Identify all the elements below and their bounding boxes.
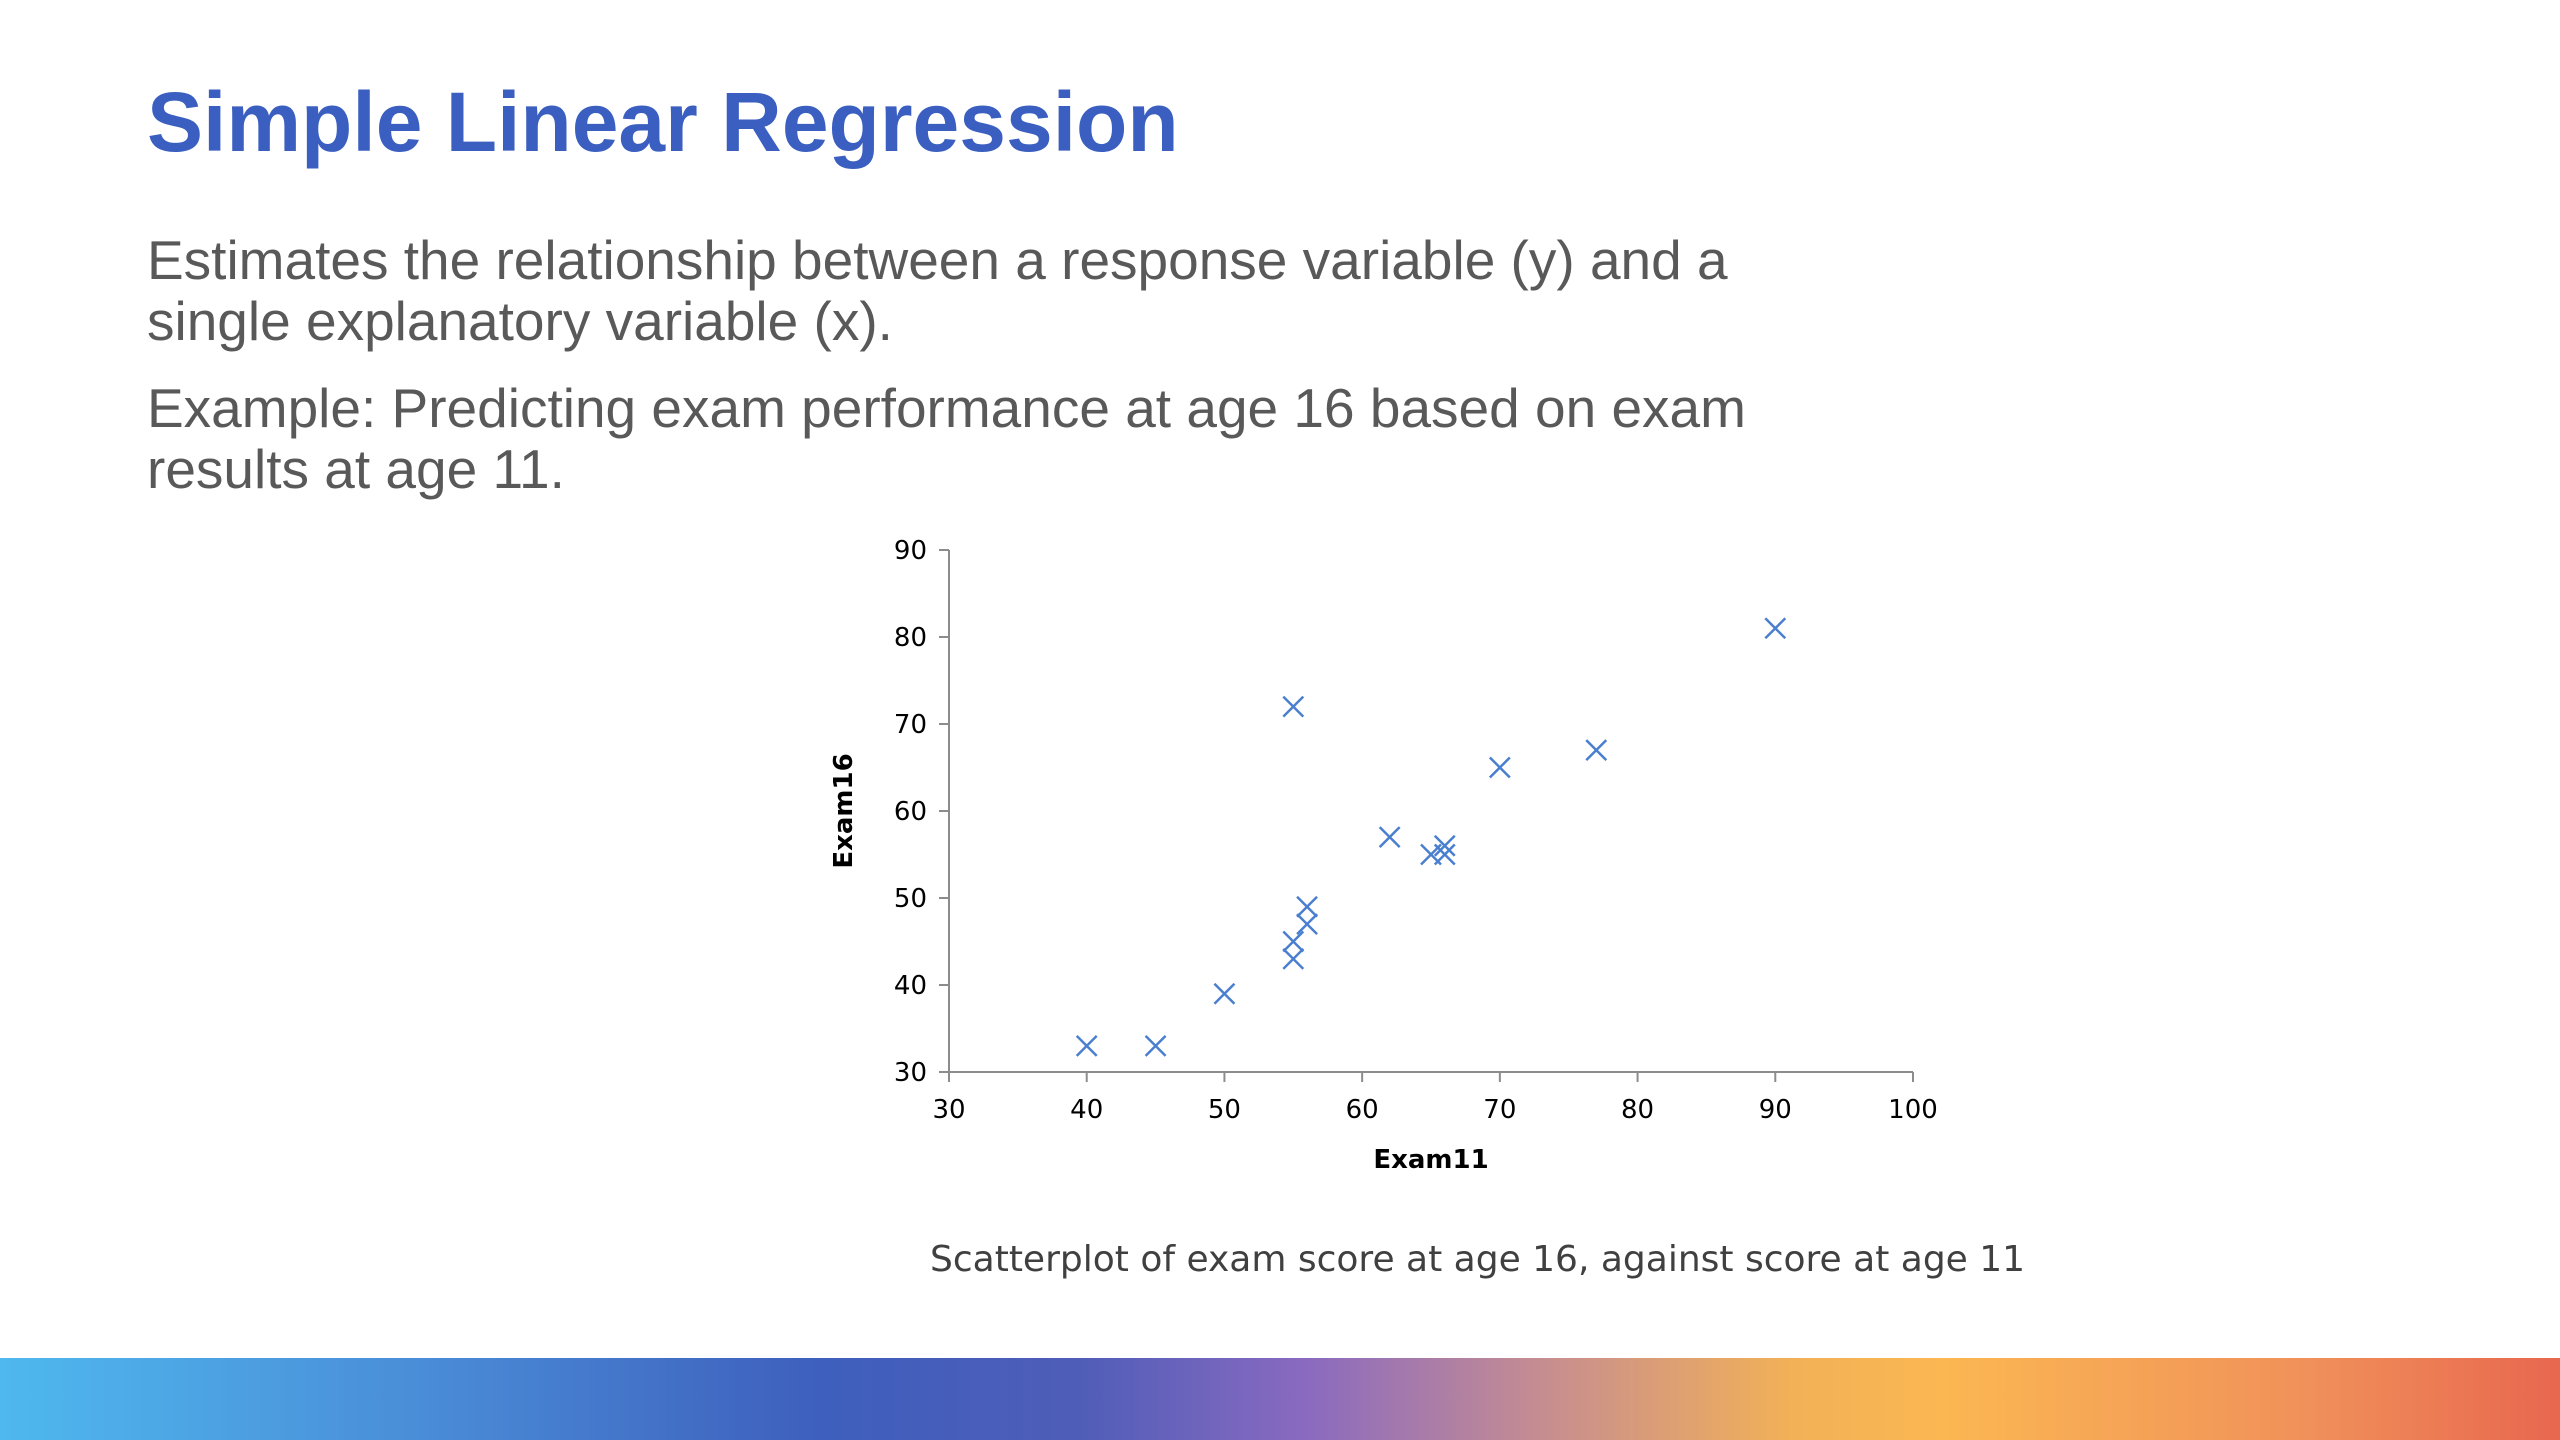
data-point <box>1433 843 1456 866</box>
data-point <box>1075 1035 1098 1057</box>
data-point <box>1488 756 1511 779</box>
x-tick-label: 90 <box>1759 1095 1792 1125</box>
data-point <box>1585 739 1608 761</box>
x-tick-label: 50 <box>1208 1095 1241 1125</box>
data-point <box>1282 930 1305 953</box>
y-tick-label: 40 <box>894 971 927 1001</box>
data-point <box>1433 834 1456 857</box>
x-axis: 30 40 50 60 70 80 90 100 <box>932 1071 1938 1125</box>
example-paragraph: Example: Predicting exam performance at … <box>147 377 1746 500</box>
x-tick-label: 80 <box>1621 1095 1654 1125</box>
x-tick-label: 100 <box>1888 1095 1938 1125</box>
y-tick-label: 80 <box>894 623 927 653</box>
footer-gradient-bar <box>0 1358 2560 1440</box>
description-paragraph: Estimates the relationship between a res… <box>147 229 1728 352</box>
data-point <box>1296 913 1318 935</box>
slide-title: Simple Linear Regression <box>147 75 1179 169</box>
y-tick-label: 90 <box>894 536 927 566</box>
x-tick-label: 70 <box>1483 1095 1516 1125</box>
y-tick-label: 60 <box>894 797 927 827</box>
data-point <box>1296 895 1318 918</box>
y-axis-title: Exam16 <box>829 753 859 868</box>
x-tick-label: 60 <box>1346 1095 1379 1125</box>
y-tick-label: 50 <box>894 884 927 914</box>
x-axis-title: Exam11 <box>1373 1145 1488 1175</box>
y-tick-label: 30 <box>894 1058 927 1088</box>
data-point <box>1282 695 1305 718</box>
chart-caption: Scatterplot of exam score at age 16, aga… <box>930 1239 2026 1280</box>
y-axis: 30 40 50 60 70 80 90 <box>894 536 950 1088</box>
data-point <box>1213 982 1236 1005</box>
data-point <box>1144 1035 1167 1057</box>
y-tick-label: 70 <box>894 710 927 740</box>
data-point <box>1282 948 1305 970</box>
data-point <box>1378 826 1401 848</box>
data-points <box>1075 617 1787 1057</box>
data-point <box>1764 617 1787 640</box>
x-tick-label: 30 <box>932 1095 965 1125</box>
x-tick-label: 40 <box>1070 1095 1103 1125</box>
